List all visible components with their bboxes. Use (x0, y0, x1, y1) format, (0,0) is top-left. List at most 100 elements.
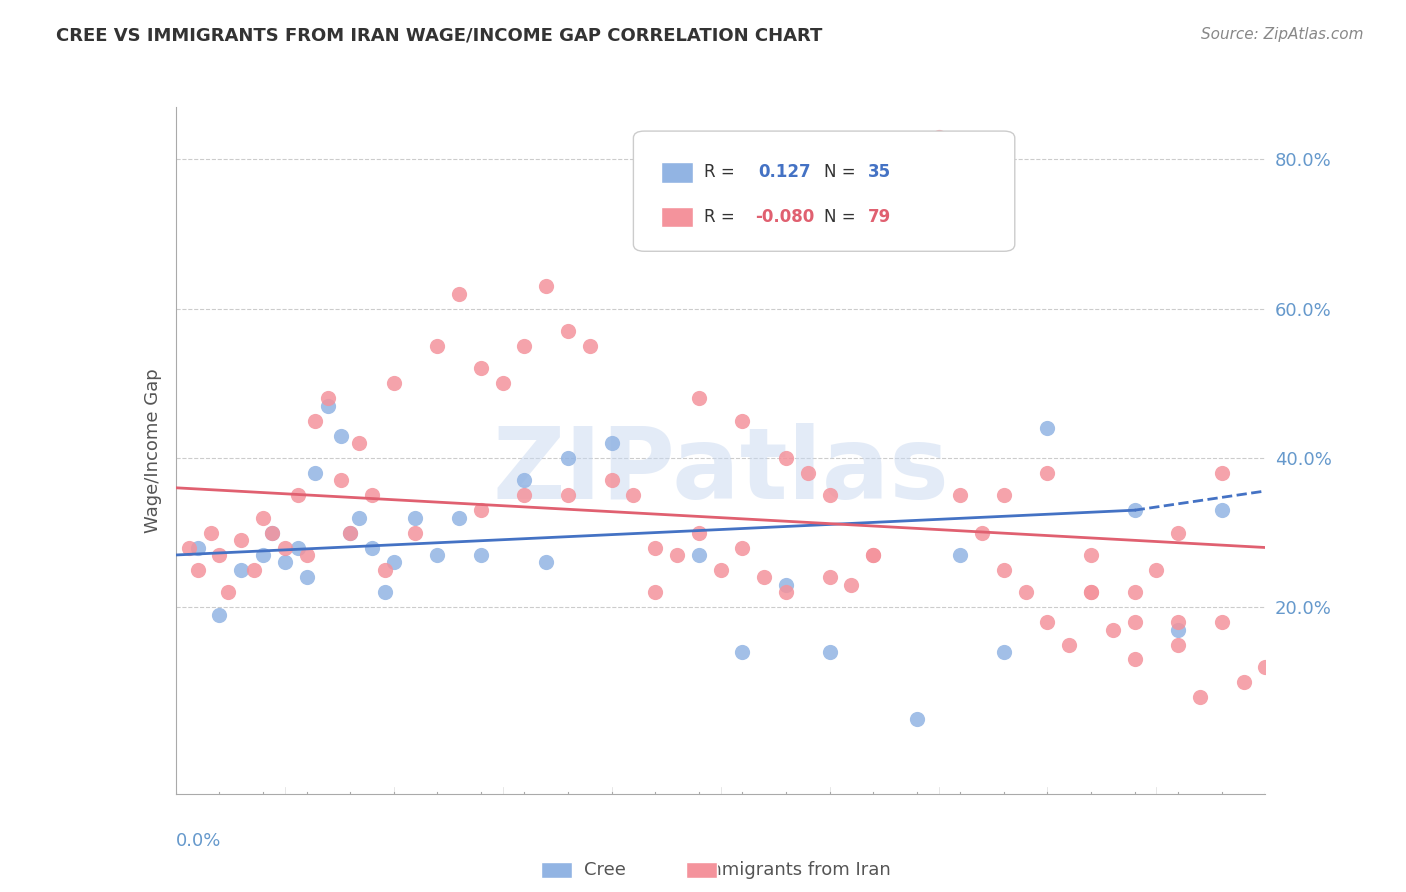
Point (231, 533, 253, 547)
Point (644, 585, 666, 599)
Point (688, 525, 710, 540)
Text: 0.127: 0.127 (759, 163, 811, 181)
Point (1254, 660, 1277, 674)
Point (949, 488, 972, 502)
Point (252, 548, 274, 562)
Point (492, 376, 515, 391)
Point (818, 570, 841, 584)
Point (274, 556, 297, 570)
Point (1057, 638, 1080, 652)
Text: R =: R = (704, 163, 735, 181)
Point (862, 548, 884, 562)
Point (231, 563, 253, 577)
Point (426, 548, 449, 562)
Point (1036, 615, 1059, 630)
Text: CREE VS IMMIGRANTS FROM IRAN WAGE/INCOME GAP CORRELATION CHART: CREE VS IMMIGRANTS FROM IRAN WAGE/INCOME… (56, 27, 823, 45)
Point (1036, 421, 1059, 435)
Point (374, 563, 396, 577)
Point (426, 339, 449, 353)
Point (600, 473, 623, 487)
Point (775, 450, 797, 465)
Point (993, 645, 1015, 659)
Point (1080, 585, 1102, 599)
Point (304, 466, 326, 480)
Point (775, 585, 797, 599)
Text: Cree: Cree (583, 861, 626, 879)
Point (905, 175, 928, 189)
Point (339, 525, 361, 540)
Point (579, 339, 602, 353)
Text: 79: 79 (868, 208, 891, 226)
Point (731, 645, 754, 659)
Bar (661, 162, 693, 183)
Point (208, 548, 231, 562)
Point (318, 391, 340, 405)
Text: 35: 35 (868, 163, 891, 181)
Text: Source: ZipAtlas.com: Source: ZipAtlas.com (1201, 27, 1364, 42)
Point (405, 510, 427, 524)
Text: N =: N = (824, 208, 856, 226)
Point (360, 541, 382, 555)
Point (304, 414, 326, 428)
Point (1144, 563, 1167, 577)
Point (534, 556, 557, 570)
Point (382, 556, 405, 570)
Text: 0.0%: 0.0% (176, 831, 221, 850)
Point (513, 473, 536, 487)
Point (993, 488, 1015, 502)
Point (949, 548, 972, 562)
Point (1211, 615, 1233, 630)
Point (260, 525, 283, 540)
Point (1123, 503, 1146, 517)
Bar (661, 207, 693, 227)
Point (513, 339, 536, 353)
Point (318, 399, 340, 413)
Point (754, 570, 776, 584)
Text: R =: R = (704, 208, 735, 226)
Point (1123, 652, 1146, 666)
Point (295, 570, 318, 584)
Text: ZIPatlas: ZIPatlas (492, 423, 949, 519)
Point (688, 548, 710, 562)
Point (382, 376, 405, 391)
Text: Immigrants from Iran: Immigrants from Iran (699, 861, 890, 879)
Point (1123, 615, 1146, 630)
Point (287, 488, 309, 502)
Point (557, 488, 579, 502)
Point (1167, 615, 1189, 630)
Point (1080, 585, 1102, 599)
Point (447, 510, 470, 524)
Point (1167, 623, 1189, 637)
Point (447, 286, 470, 301)
Point (360, 488, 382, 502)
Point (710, 563, 733, 577)
Point (621, 488, 644, 502)
Point (186, 563, 209, 577)
Point (731, 541, 754, 555)
Point (1080, 548, 1102, 562)
Point (339, 525, 361, 540)
Point (330, 473, 353, 487)
Point (470, 548, 492, 562)
Point (818, 488, 841, 502)
Point (534, 279, 557, 293)
Point (217, 585, 239, 599)
Text: -0.080: -0.080 (755, 208, 814, 226)
Point (252, 510, 274, 524)
Point (330, 428, 353, 442)
Point (688, 391, 710, 405)
Point (200, 525, 222, 540)
Point (274, 541, 297, 555)
Point (1211, 503, 1233, 517)
Point (374, 585, 396, 599)
Point (287, 541, 309, 555)
Point (644, 541, 666, 555)
Point (905, 712, 928, 726)
Point (347, 510, 370, 524)
Point (208, 607, 231, 622)
Point (347, 436, 370, 450)
Point (260, 525, 283, 540)
Point (243, 563, 266, 577)
Point (513, 488, 536, 502)
Point (884, 212, 907, 227)
